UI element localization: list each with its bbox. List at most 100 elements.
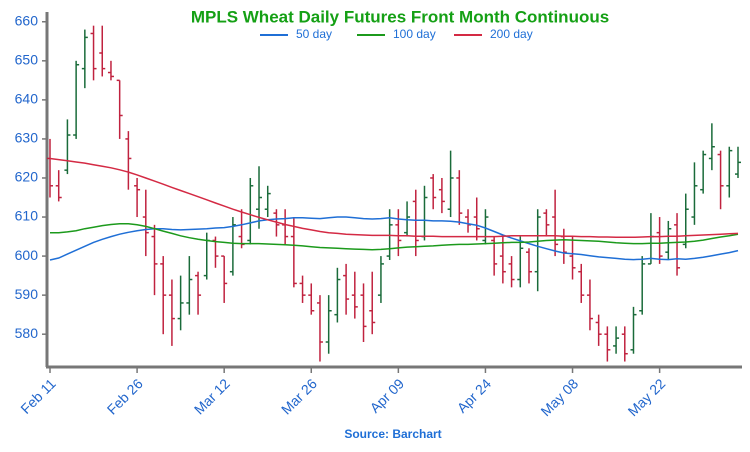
ohlc-bar: [134, 177, 141, 218]
chart-title: MPLS Wheat Daily Futures Front Month Con…: [191, 7, 609, 26]
ohlc-bar: [195, 271, 202, 315]
ohlc-bar: [47, 138, 53, 198]
ohlc-bar: [81, 29, 88, 89]
ohlc-bar: [142, 189, 149, 257]
moving-average: [50, 222, 739, 251]
ohlc-bar: [369, 271, 376, 335]
ohlc-bar: [343, 263, 350, 315]
ohlc-bar: [160, 256, 167, 335]
ohlc-bar: [325, 295, 332, 354]
y-tick-label: 590: [15, 286, 39, 302]
ohlc-bar: [534, 209, 541, 292]
ohlc-bar: [543, 209, 550, 237]
moving-average: [49, 157, 739, 239]
ohlc-bar: [708, 123, 715, 171]
x-tick-label: Mar 12: [191, 375, 233, 417]
ohlc-bar: [55, 170, 62, 202]
ohlc-bar: [735, 146, 741, 178]
ohlc-bar: [552, 189, 559, 257]
ohlc-bar: [264, 185, 271, 218]
y-tick-label: 650: [15, 52, 39, 68]
ohlc-bar: [168, 279, 175, 346]
ohlc-bar: [630, 306, 637, 354]
legend-label: 50 day: [296, 27, 332, 41]
ohlc-bar: [177, 275, 184, 331]
y-tick-label: 630: [15, 130, 39, 146]
ohlc-bar: [90, 25, 97, 81]
ohlc-bar: [290, 217, 297, 288]
ohlc-bar: [116, 79, 123, 139]
ohlc-bar: [595, 314, 602, 346]
legend-label: 200 day: [490, 27, 533, 41]
ohlc-bar: [647, 213, 654, 265]
ohlc-bar: [273, 209, 280, 237]
ohlc-bar: [430, 174, 437, 210]
ohlc-bar: [482, 209, 489, 245]
ohlc-bar: [412, 189, 419, 257]
ohlc-bar: [473, 197, 480, 241]
ohlc-bar: [316, 295, 323, 362]
source: Source: Barchart: [344, 427, 441, 441]
ohlc-bar: [525, 248, 532, 284]
ohlc-bar: [674, 213, 681, 276]
ohlc-bar: [717, 150, 724, 210]
ohlc-bar: [360, 283, 367, 343]
ohlc-bar: [508, 256, 515, 288]
ohlc-bar: [499, 236, 506, 284]
x-tick-label: Mar 26: [278, 375, 320, 417]
legend-label: 100 day: [393, 27, 436, 41]
ohlc-bar: [456, 170, 463, 225]
ohlc-bar: [256, 166, 263, 229]
ohlc-bar: [351, 271, 358, 319]
ohlc-bar: [726, 146, 733, 198]
ohlc-bar: [656, 217, 663, 264]
ohlc-bar: [299, 275, 306, 303]
ohlc-bar: [465, 209, 472, 233]
x-tick-label: May 22: [625, 375, 669, 419]
ohlc-bar: [700, 150, 707, 194]
ohlc-bar: [613, 326, 620, 354]
y-tick-label: 660: [15, 12, 39, 28]
ohlc-bar: [247, 177, 254, 245]
ohlc-bar: [560, 228, 567, 264]
ohlc-bar: [221, 255, 228, 303]
y-tick-label: 640: [15, 91, 39, 107]
x-tick-label: Feb 11: [17, 375, 59, 417]
y-tick-label: 610: [15, 208, 39, 224]
ohlc-bar: [238, 209, 245, 249]
ohlc-bar: [578, 263, 585, 303]
ohlc-bar: [586, 279, 593, 331]
ohlc-bar: [377, 256, 384, 303]
ohlc-bar: [386, 209, 393, 260]
y-tick-label: 580: [15, 325, 39, 341]
ohlc-bar: [621, 326, 628, 362]
ohlc-bar: [421, 185, 428, 241]
ohlc-bar: [691, 162, 698, 225]
ohlc-bar: [604, 326, 611, 362]
x-tick-label: May 08: [537, 375, 581, 419]
ohlc-bar: [447, 150, 454, 218]
ohlc-bar: [73, 60, 80, 139]
ohlc-bar: [107, 60, 114, 81]
ohlc-bar: [682, 193, 689, 249]
ohlc-bar: [404, 201, 411, 237]
ohlc-bar: [395, 209, 402, 257]
ohlc-bar: [569, 236, 576, 280]
ohlc-bar: [64, 119, 71, 175]
x-tick-label: Feb 26: [104, 375, 146, 417]
ohlc-bar: [438, 177, 445, 214]
y-tick-label: 600: [15, 247, 39, 263]
moving-average: [49, 216, 739, 261]
ohlc-bar: [639, 256, 646, 315]
ohlc-bar: [282, 209, 289, 245]
ohlc-bar: [665, 220, 672, 260]
x-tick-label: Apr 24: [454, 375, 495, 416]
x-tick-label: Apr 09: [367, 375, 408, 416]
ohlc-bar: [186, 256, 193, 315]
ohlc-bar: [125, 131, 132, 190]
ohlc-bar: [308, 283, 315, 315]
ohlc-bar: [99, 25, 106, 77]
ohlc-bar: [334, 267, 341, 323]
y-tick-label: 620: [15, 169, 39, 185]
